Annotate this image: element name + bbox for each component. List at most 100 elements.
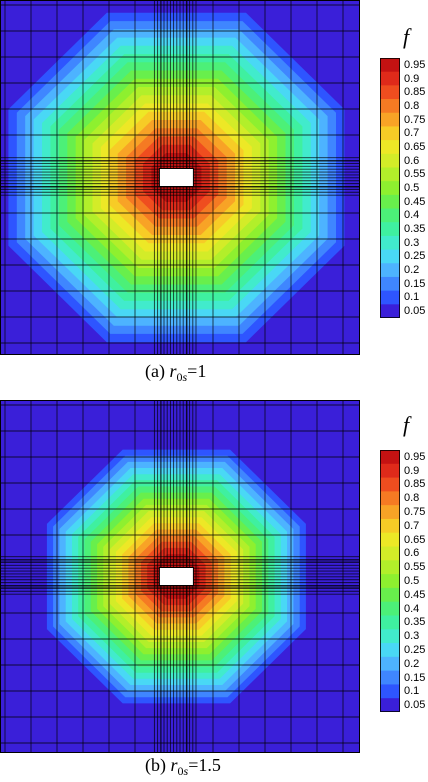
- colorbar-tick-label: 0.55: [404, 561, 426, 574]
- colorbar-swatch: [380, 629, 400, 644]
- colorbar-swatch: [380, 463, 400, 479]
- colorbar-swatch: [380, 304, 400, 318]
- colorbar-tick-label: 0.25: [404, 250, 426, 263]
- obstacle-block: [158, 168, 194, 187]
- colorbar-swatch: [380, 290, 400, 305]
- colorbar-swatch: [380, 140, 400, 155]
- colorbar-swatch: [380, 643, 400, 658]
- colorbar-tick-label: 0.15: [404, 277, 426, 290]
- caption-symbol-b: r: [170, 755, 178, 775]
- colorbar-frame: [380, 450, 400, 712]
- caption-b: (b) r0s=1.5: [145, 755, 221, 779]
- colorbar-swatch: [380, 249, 400, 264]
- colorbar-b: [380, 450, 400, 712]
- colorbar-title-a: f: [403, 24, 410, 49]
- colorbar-tick-label: 0.6: [404, 547, 420, 560]
- colorbar-tick-label: 0.2: [404, 657, 420, 670]
- colorbar-tick-label: 0.35: [404, 223, 426, 236]
- colorbar-tick-label: 0.1: [404, 685, 420, 698]
- colorbar-swatch: [380, 698, 400, 712]
- caption-a: (a) r0s=1: [145, 361, 206, 385]
- colorbar-tick-label: 0.5: [404, 575, 420, 587]
- colorbar-swatch: [380, 58, 400, 73]
- colorbar-tick-label: 0.25: [404, 643, 426, 656]
- colorbar-swatch: [380, 587, 400, 603]
- plot-frame: [0, 0, 360, 355]
- colorbar-tick-label: 0.7: [404, 127, 420, 140]
- caption-sub-zero-a: 0: [176, 370, 183, 384]
- colorbar-swatch: [380, 491, 400, 506]
- colorbar-tick-label: 0.8: [404, 492, 420, 505]
- colorbar-tick-label: 0.45: [404, 195, 426, 208]
- colorbar-swatch: [380, 670, 400, 685]
- colorbar-tick-label: 0.65: [404, 140, 426, 153]
- colorbar-swatch: [380, 235, 400, 251]
- colorbar-tick-label: 0.1: [404, 291, 420, 304]
- colorbar-swatch: [380, 684, 400, 699]
- colorbar-tick-label: 0.4: [404, 602, 420, 615]
- colorbar-tick-label: 0.85: [404, 478, 426, 491]
- colorbar-swatch: [380, 656, 400, 672]
- colorbar-a: [380, 58, 400, 318]
- colorbar-tick-label: 0.8: [404, 99, 420, 112]
- caption-value-b: =1.5: [188, 755, 221, 775]
- colorbar-swatch: [380, 477, 400, 492]
- caption-sub-s-b: s: [183, 764, 189, 778]
- colorbar-tick-label: 0.75: [404, 506, 426, 519]
- contour-plot-b: [0, 400, 360, 753]
- colorbar-tick-label: 0.5: [404, 182, 420, 194]
- contour-plot-a: [0, 0, 360, 355]
- colorbar-swatch: [380, 181, 400, 196]
- colorbar-swatch: [380, 126, 400, 141]
- colorbar-swatch: [380, 532, 400, 548]
- colorbar-tick-label: 0.05: [404, 699, 426, 712]
- colorbar-tick-label: 0.05: [404, 305, 426, 318]
- colorbar-tick-label: 0.3: [404, 630, 420, 643]
- colorbar-swatch: [380, 71, 400, 86]
- colorbar-tick-label: 0.55: [404, 168, 426, 181]
- caption-value-a: =1: [187, 361, 207, 381]
- colorbar-swatch: [380, 276, 400, 292]
- colorbar-title-b: f: [403, 412, 410, 437]
- colorbar-tick-label: 0.9: [404, 464, 420, 477]
- colorbar-tick-label: 0.65: [404, 533, 426, 546]
- colorbar-swatch: [380, 85, 400, 100]
- colorbar-tick-label: 0.15: [404, 671, 426, 684]
- caption-symbol-a: r: [169, 361, 177, 381]
- colorbar-swatch: [380, 546, 400, 561]
- panel-b: f 0.95 0.9 0.85 0.8 0.75 0.7 0.65 0.6 0.55 0.5 0.4…: [0, 400, 428, 782]
- colorbar-tick-label: 0.2: [404, 264, 420, 277]
- colorbar-swatch: [380, 505, 400, 520]
- colorbar-swatch: [380, 450, 400, 465]
- colorbar-swatch: [380, 99, 400, 114]
- colorbar-swatch: [380, 518, 400, 534]
- caption-prefix-b: (b): [145, 755, 171, 775]
- obstacle-block: [158, 567, 194, 586]
- colorbar-swatch: [380, 222, 400, 237]
- colorbar-tick-label: 0.7: [404, 519, 420, 532]
- panel-a: f 0.95 0.9 0.85 0.8 0.75 0.7 0.65 0.6 0.55 0.5 0.4…: [0, 0, 426, 385]
- caption-sub-s-a: s: [182, 370, 188, 384]
- colorbar-swatch: [380, 208, 400, 223]
- plot-frame: [0, 400, 360, 753]
- colorbar-swatch: [380, 263, 400, 278]
- caption-prefix-a: (a): [145, 361, 170, 381]
- colorbar-swatch: [380, 194, 400, 210]
- colorbar-swatch: [380, 167, 400, 182]
- caption-sub-zero-b: 0: [177, 764, 184, 778]
- colorbar-tick-label: 0.75: [404, 113, 426, 126]
- colorbar-frame: [380, 58, 400, 318]
- colorbar-tick-label: 0.35: [404, 616, 426, 629]
- colorbar-swatch: [380, 560, 400, 575]
- colorbar-swatch: [380, 112, 400, 127]
- colorbar-tick-label: 0.45: [404, 588, 426, 601]
- colorbar-swatch: [380, 574, 400, 589]
- colorbar-swatch: [380, 601, 400, 616]
- colorbar-tick-label: 0.6: [404, 154, 420, 167]
- colorbar-swatch: [380, 153, 400, 168]
- colorbar-tick-label: 0.3: [404, 236, 420, 249]
- colorbar-tick-label: 0.95: [404, 58, 426, 71]
- colorbar-tick-label: 0.85: [404, 86, 426, 99]
- colorbar-swatch: [380, 615, 400, 630]
- colorbar-tick-label: 0.9: [404, 72, 420, 85]
